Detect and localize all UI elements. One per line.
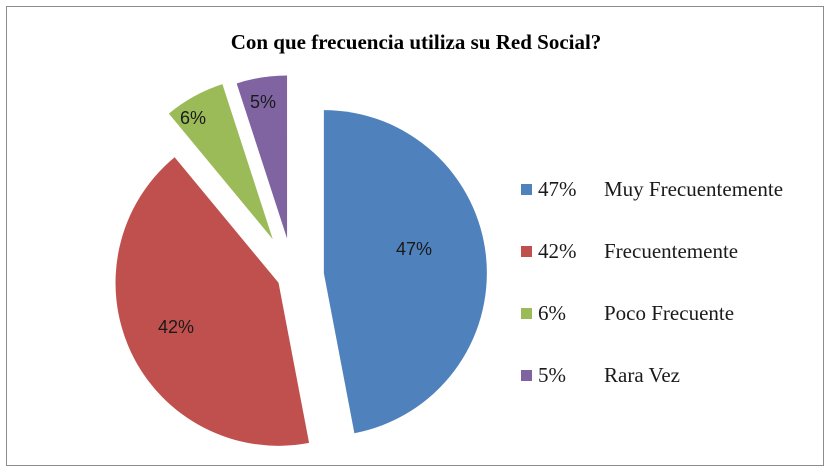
legend-label: Poco Frecuente <box>604 300 735 325</box>
legend-item-rara-vez: 5% Rara Vez <box>521 344 783 406</box>
legend-label: Muy Frecuentemente <box>604 176 784 201</box>
legend-item-frecuentemente: 42% Frecuentemente <box>521 220 783 282</box>
legend-item-muy-frecuentemente: 47% Muy Frecuentemente <box>521 158 783 220</box>
legend-swatch <box>521 369 532 381</box>
data-label-frecuentemente: 42% <box>158 317 194 337</box>
legend-label: Frecuentemente <box>604 238 739 263</box>
legend-item-poco-frecuente: 6% Poco Frecuente <box>521 282 783 344</box>
pie-slice-poco-frecuente <box>168 84 273 240</box>
legend-swatch <box>521 183 532 195</box>
legend-percent: 47% <box>538 176 577 201</box>
data-label-muy-frecuentemente: 47% <box>396 239 432 259</box>
legend-label: Rara Vez <box>604 362 680 387</box>
pie-slice-muy-frecuentemente <box>323 110 487 434</box>
legend-swatch <box>521 307 532 319</box>
data-label-rara-vez: 5% <box>250 92 276 112</box>
legend-percent: 5% <box>538 362 566 387</box>
legend-percent: 6% <box>538 300 566 325</box>
pie-slice-rara-vez <box>236 75 288 239</box>
data-label-poco-frecuente: 6% <box>180 108 206 128</box>
legend: 47% Muy Frecuentemente 42% Frecuentement… <box>521 158 783 406</box>
legend-percent: 42% <box>538 238 577 263</box>
chart-title: Con que frecuencia utiliza su Red Social… <box>230 30 602 54</box>
pie-slice-frecuentemente <box>115 157 310 446</box>
legend-swatch <box>521 245 532 257</box>
